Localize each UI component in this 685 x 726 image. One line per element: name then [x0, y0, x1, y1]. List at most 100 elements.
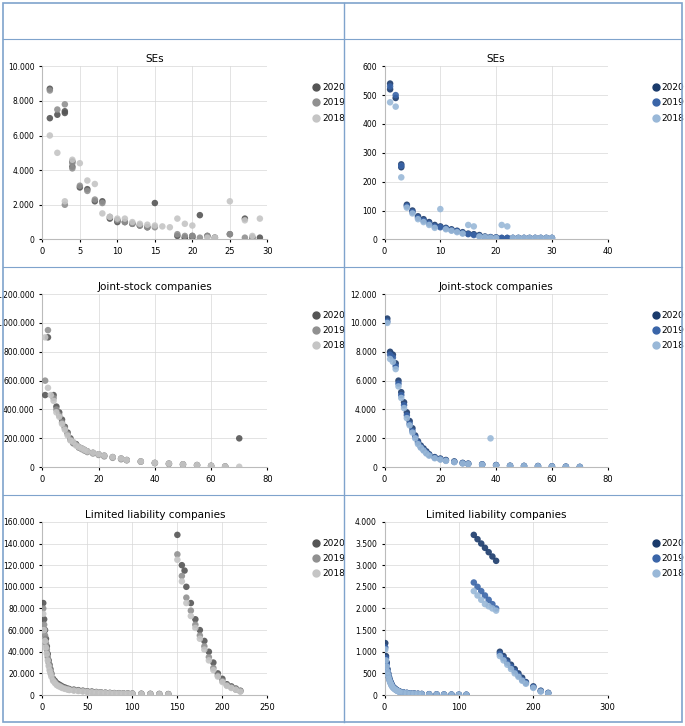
Point: [179, 232, 190, 243]
Point: [415, 441, 426, 453]
Point: [424, 450, 435, 462]
Point: [208, 662, 219, 674]
Point: [190, 613, 201, 625]
Point: [45, 83, 55, 94]
Point: [89, 195, 100, 207]
Point: [574, 461, 585, 473]
Point: [164, 221, 175, 233]
Point: [93, 449, 104, 461]
Point: [390, 360, 401, 372]
Point: [73, 685, 84, 696]
Point: [385, 676, 396, 688]
Point: [154, 688, 165, 700]
Point: [412, 688, 423, 700]
Point: [82, 446, 93, 457]
Point: [82, 686, 93, 698]
Point: [136, 456, 147, 468]
Point: [385, 677, 396, 689]
Point: [461, 689, 472, 701]
Point: [51, 404, 62, 415]
Point: [440, 455, 451, 467]
Point: [483, 600, 494, 612]
Point: [53, 678, 64, 690]
Point: [176, 570, 187, 582]
Point: [38, 597, 49, 609]
Point: [203, 651, 214, 663]
Point: [62, 682, 73, 694]
Point: [547, 461, 558, 473]
Point: [91, 686, 102, 698]
Point: [384, 81, 395, 92]
Point: [383, 669, 394, 681]
Point: [109, 688, 120, 699]
Point: [53, 409, 64, 421]
Point: [41, 644, 52, 656]
Point: [239, 213, 250, 224]
Point: [384, 78, 395, 89]
Point: [62, 427, 73, 439]
Point: [91, 686, 102, 698]
Point: [431, 689, 442, 701]
Point: [560, 461, 571, 473]
Point: [206, 460, 216, 472]
Point: [195, 629, 206, 641]
Point: [407, 206, 418, 218]
Point: [384, 673, 395, 685]
Point: [68, 438, 79, 449]
Point: [513, 668, 524, 680]
Point: [424, 449, 435, 461]
Point: [145, 688, 155, 700]
Point: [71, 439, 82, 450]
Point: [76, 444, 87, 455]
Point: [547, 232, 558, 244]
Point: [163, 688, 174, 700]
Point: [123, 688, 134, 699]
Point: [519, 232, 530, 244]
Point: [463, 458, 474, 470]
Point: [416, 688, 427, 700]
Legend: 2020, 2019, 2018: 2020, 2019, 2018: [310, 79, 349, 126]
Point: [145, 688, 155, 700]
Point: [226, 682, 237, 693]
Point: [496, 219, 507, 231]
Point: [254, 213, 265, 224]
Point: [48, 675, 59, 687]
Point: [82, 685, 93, 697]
Point: [502, 232, 513, 244]
Point: [440, 224, 451, 235]
Point: [547, 232, 558, 244]
Point: [479, 542, 490, 554]
Point: [230, 682, 241, 694]
Point: [112, 213, 123, 224]
Point: [68, 685, 79, 696]
Point: [42, 325, 53, 336]
Point: [405, 688, 416, 699]
Point: [416, 688, 427, 700]
Point: [247, 232, 258, 243]
Point: [45, 113, 55, 124]
Point: [393, 685, 403, 696]
Point: [230, 684, 241, 696]
Point: [51, 677, 62, 689]
Point: [407, 208, 418, 219]
Point: [163, 688, 174, 700]
Point: [119, 213, 130, 224]
Point: [396, 392, 407, 404]
Point: [190, 619, 201, 630]
Point: [463, 458, 474, 470]
Point: [239, 232, 250, 243]
Point: [142, 221, 153, 233]
Point: [431, 688, 442, 700]
Point: [381, 655, 392, 666]
Point: [508, 232, 519, 244]
Point: [221, 678, 232, 690]
Point: [199, 635, 210, 647]
Point: [157, 221, 168, 232]
Point: [60, 423, 71, 434]
Point: [88, 447, 99, 459]
Point: [51, 407, 62, 418]
Point: [495, 646, 506, 658]
Point: [68, 684, 79, 696]
Point: [226, 680, 237, 692]
Point: [496, 232, 507, 244]
